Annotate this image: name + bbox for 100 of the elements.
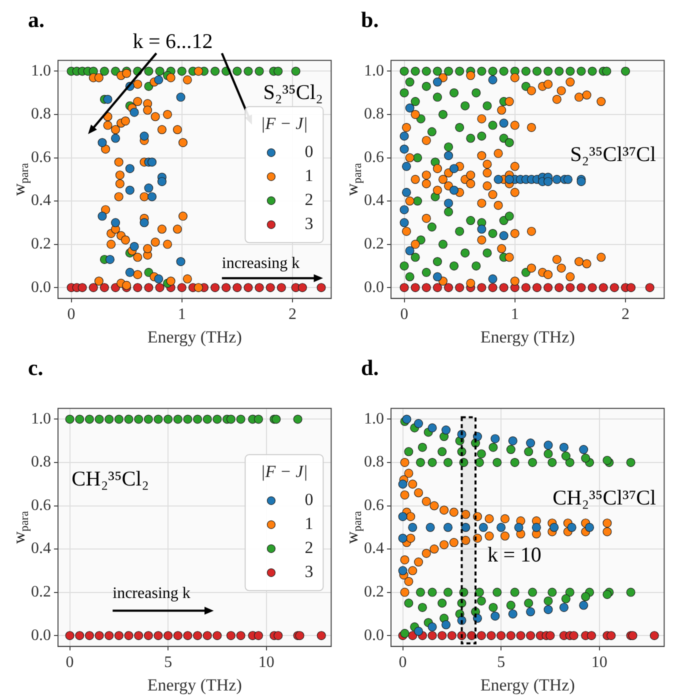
point bbox=[291, 66, 300, 76]
point bbox=[130, 108, 139, 117]
point bbox=[544, 177, 553, 186]
point bbox=[143, 244, 152, 254]
point bbox=[254, 66, 264, 76]
point bbox=[133, 97, 142, 106]
point bbox=[490, 434, 500, 444]
point bbox=[316, 283, 326, 292]
point bbox=[400, 283, 409, 292]
point bbox=[144, 184, 154, 193]
point bbox=[414, 626, 424, 636]
point bbox=[461, 510, 470, 519]
annotation: CH₂³⁵Cl³⁷Cl bbox=[552, 485, 656, 510]
point bbox=[150, 238, 160, 247]
point bbox=[506, 631, 516, 640]
y-tick-label: 1.0 bbox=[364, 410, 384, 428]
point bbox=[400, 205, 409, 214]
point bbox=[645, 283, 654, 292]
y-tick-label: 0.2 bbox=[31, 236, 51, 253]
point bbox=[477, 283, 486, 292]
point bbox=[172, 125, 182, 134]
point bbox=[405, 246, 414, 256]
point bbox=[154, 274, 164, 284]
point bbox=[414, 558, 424, 567]
point bbox=[428, 631, 437, 640]
point bbox=[569, 631, 578, 640]
point bbox=[546, 631, 555, 640]
legend-label: 0 bbox=[304, 142, 314, 162]
x-tick-label: 5 bbox=[497, 654, 506, 672]
point bbox=[602, 527, 612, 536]
point bbox=[414, 488, 424, 498]
point bbox=[430, 501, 439, 510]
point bbox=[398, 534, 408, 543]
y-tick-label: 0.4 bbox=[31, 192, 51, 210]
annotation: increasing k bbox=[222, 255, 300, 272]
point bbox=[422, 496, 431, 506]
point bbox=[400, 132, 409, 141]
point bbox=[244, 66, 253, 76]
point bbox=[194, 66, 203, 76]
y-tick-label: 0.0 bbox=[364, 626, 384, 644]
point bbox=[447, 631, 456, 640]
point bbox=[155, 283, 164, 292]
x-tick-label: 5 bbox=[164, 654, 172, 672]
point bbox=[488, 75, 498, 84]
point bbox=[432, 283, 442, 292]
legend-label: 3 bbox=[304, 214, 314, 234]
y-tick-label: 0.4 bbox=[364, 540, 384, 558]
point bbox=[276, 283, 286, 292]
point bbox=[400, 458, 410, 467]
point bbox=[182, 274, 192, 284]
point bbox=[157, 224, 166, 234]
point bbox=[194, 283, 203, 292]
point bbox=[422, 548, 431, 558]
annotation: S₂³⁵Cl₂ bbox=[263, 80, 324, 104]
legend-label: 1 bbox=[304, 166, 314, 186]
point bbox=[499, 283, 508, 292]
point bbox=[400, 555, 410, 564]
x-tick-label: 10 bbox=[591, 654, 608, 672]
band-label: k = 10 bbox=[488, 542, 542, 566]
point bbox=[140, 132, 149, 141]
point bbox=[500, 532, 510, 541]
point bbox=[461, 522, 470, 532]
point bbox=[500, 514, 510, 524]
legend-label: 2 bbox=[304, 190, 314, 210]
point bbox=[94, 73, 104, 82]
point bbox=[504, 174, 514, 184]
point bbox=[402, 188, 411, 197]
point bbox=[88, 283, 98, 292]
point bbox=[526, 607, 536, 616]
point bbox=[133, 270, 142, 280]
chart-title: a. bbox=[28, 6, 44, 32]
y-tick-label: 0.4 bbox=[364, 192, 384, 210]
point bbox=[106, 240, 116, 249]
y-axis-title: wpara bbox=[342, 162, 364, 196]
point bbox=[98, 212, 107, 221]
point bbox=[532, 283, 542, 292]
point bbox=[100, 66, 109, 76]
point bbox=[406, 512, 416, 522]
point bbox=[122, 280, 132, 290]
point bbox=[404, 468, 414, 478]
point bbox=[650, 631, 659, 640]
point bbox=[585, 522, 594, 532]
point bbox=[101, 205, 110, 214]
point bbox=[444, 522, 452, 532]
point bbox=[114, 192, 124, 202]
y-tick-label: 0.2 bbox=[364, 236, 384, 253]
y-tick-label: 0.2 bbox=[31, 584, 51, 601]
point bbox=[606, 631, 616, 640]
point bbox=[552, 174, 562, 184]
chart-title: c. bbox=[28, 354, 44, 380]
point bbox=[544, 283, 553, 292]
point bbox=[566, 283, 575, 292]
legend-label: 0 bbox=[304, 490, 314, 510]
point bbox=[576, 283, 586, 292]
x-tick-label: 2 bbox=[288, 306, 296, 324]
point bbox=[508, 609, 518, 618]
point bbox=[404, 576, 414, 586]
point bbox=[166, 276, 176, 286]
point bbox=[157, 177, 166, 186]
point bbox=[449, 508, 458, 517]
